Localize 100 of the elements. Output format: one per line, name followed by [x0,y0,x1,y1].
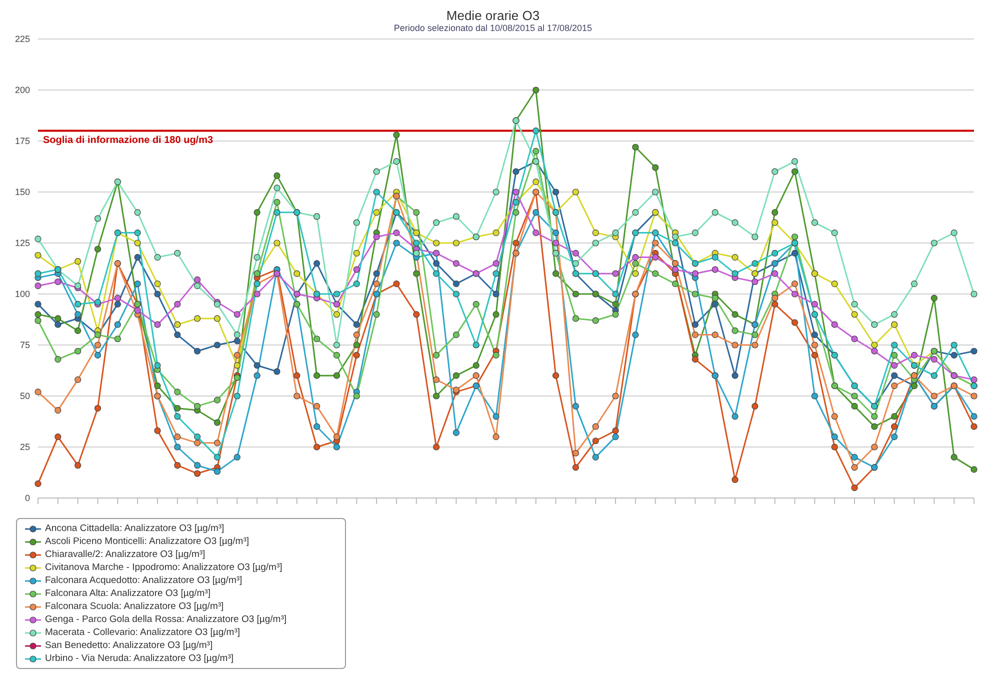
point [314,402,320,410]
point [851,300,858,308]
point [712,266,718,273]
point [811,342,818,348]
point [732,342,738,348]
point [891,382,898,390]
point [94,404,102,412]
point [353,250,360,256]
point [831,434,838,440]
point [353,352,360,358]
point [54,434,62,440]
point [294,372,300,379]
point [274,172,280,179]
point [373,280,380,288]
point [174,300,181,308]
point [214,315,221,322]
point [234,332,240,338]
point [74,311,82,318]
point [910,352,918,358]
point [34,311,42,318]
y-tick-label: 150 [14,187,30,198]
point [353,280,360,288]
point [353,392,360,400]
point [134,254,141,261]
point [851,464,858,471]
point [891,342,898,348]
point [831,413,838,420]
point [194,470,201,477]
legend-label: Ascoli Piceno Monticelli: Analizzatore O3 [µg/m³] [45,535,249,548]
point [612,230,619,236]
point [54,278,62,286]
point [512,209,520,216]
point [393,240,400,246]
point [752,342,758,348]
point [353,342,360,348]
point [413,270,420,277]
point [592,317,599,324]
point [692,270,698,277]
point [652,188,659,196]
point [692,332,698,338]
point [831,444,838,450]
point [592,230,599,236]
point [632,209,639,216]
point [552,230,560,236]
point [712,294,718,302]
point [692,230,698,236]
point [572,315,579,322]
point [811,352,818,358]
point [552,188,560,196]
point [274,240,280,246]
point [134,307,141,314]
point [433,260,440,267]
point [732,372,738,379]
point [154,290,161,298]
point [532,148,540,154]
chart-subtitle: Periodo selezionato dal 10/08/2015 al 17/08/2015 [392,23,594,33]
point [772,168,778,175]
point [314,336,320,342]
point [692,290,698,298]
point [254,362,260,369]
point [194,434,201,440]
point [492,311,500,318]
y-tick-label: 25 [20,442,30,452]
point [652,254,659,261]
point [413,240,420,246]
point [532,178,540,186]
point [452,332,460,338]
legend-label: Chiaravalle/2: Analizzatore O3 [µg/m³] [45,548,206,561]
point [294,392,300,400]
point [930,240,938,246]
point [34,317,42,324]
point [214,342,221,348]
y-tick-label: 200 [14,85,30,96]
point [632,332,639,338]
point [234,338,240,344]
point [472,362,480,369]
point [373,188,380,196]
point [871,444,878,450]
point [433,240,440,246]
point [54,356,62,363]
point [791,158,798,165]
point [94,352,102,358]
point [353,332,360,338]
point [34,282,42,290]
point [114,294,121,302]
point [154,427,161,434]
point [134,209,141,216]
point [194,315,201,322]
point [692,356,698,363]
point [552,240,560,246]
point [891,372,898,379]
point [74,348,82,354]
point [452,429,460,436]
point [732,254,738,261]
point [234,454,240,460]
point [433,392,440,400]
point [472,300,480,308]
point [612,434,619,440]
point [772,209,778,216]
point [452,280,460,288]
